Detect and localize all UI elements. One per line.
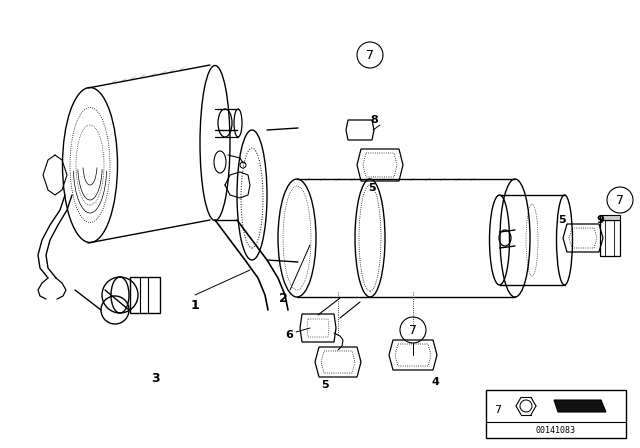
Text: 5: 5: [321, 380, 329, 390]
Text: 4: 4: [431, 377, 439, 387]
Text: 7: 7: [366, 48, 374, 61]
Text: 3: 3: [150, 371, 159, 384]
Text: 2: 2: [278, 292, 287, 305]
Text: 7: 7: [495, 405, 502, 415]
Text: 7: 7: [409, 323, 417, 336]
Text: 1: 1: [191, 298, 200, 311]
Text: 7: 7: [616, 194, 624, 207]
Text: 6: 6: [285, 330, 293, 340]
Text: 00141083: 00141083: [536, 426, 576, 435]
Text: 8: 8: [370, 115, 378, 125]
Text: 5: 5: [558, 215, 566, 225]
Polygon shape: [554, 400, 606, 412]
Text: 9: 9: [596, 215, 604, 225]
Text: 5: 5: [368, 183, 376, 193]
Polygon shape: [600, 215, 620, 220]
